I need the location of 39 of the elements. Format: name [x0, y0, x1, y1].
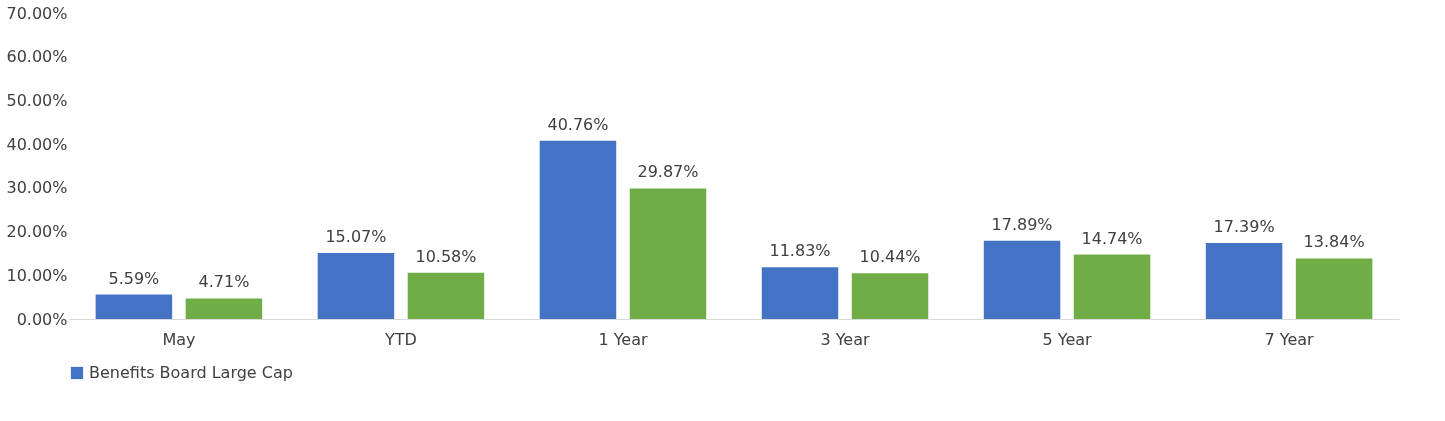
bar	[95, 294, 173, 319]
x-tick-label: May	[162, 329, 196, 349]
y-tick-label: 50.00%	[6, 90, 68, 110]
y-tick-label: 60.00%	[6, 47, 68, 67]
data-label: 4.71%	[198, 272, 250, 292]
bar	[1205, 242, 1283, 319]
data-label: 29.87%	[637, 162, 699, 182]
bar	[851, 273, 929, 319]
y-tick-label: 30.00%	[6, 178, 68, 198]
data-label: 11.83%	[769, 241, 831, 261]
bar	[317, 253, 395, 319]
x-tick-label: 5 Year	[1042, 329, 1093, 349]
bar	[629, 188, 707, 319]
y-tick-label: 20.00%	[6, 222, 68, 242]
legend-label: Benefits Board Large Cap	[89, 363, 293, 382]
data-label: 14.74%	[1081, 228, 1143, 248]
bar	[185, 298, 263, 319]
bar	[983, 240, 1061, 319]
data-label: 17.39%	[1213, 216, 1275, 236]
x-tick-label: YTD	[384, 329, 417, 349]
data-label: 10.58%	[415, 246, 477, 266]
x-tick-label: 3 Year	[820, 329, 871, 349]
x-tick-label: 1 Year	[598, 329, 648, 349]
bar	[761, 267, 839, 319]
bar	[539, 140, 617, 319]
bar	[1073, 254, 1151, 319]
data-label: 13.84%	[1303, 232, 1365, 252]
data-label: 17.89%	[991, 214, 1053, 234]
y-tick-label: 10.00%	[6, 265, 68, 285]
data-label: 10.44%	[859, 247, 921, 267]
y-tick-label: 70.00%	[6, 3, 68, 23]
y-tick-label: 0.00%	[16, 309, 68, 329]
data-label: 40.76%	[547, 114, 609, 134]
bar	[1295, 258, 1373, 319]
data-label: 15.07%	[325, 227, 387, 247]
y-tick-label: 40.00%	[6, 134, 68, 154]
bar	[407, 272, 485, 319]
x-tick-label: 7 Year	[1264, 329, 1315, 349]
data-label: 5.59%	[108, 268, 160, 288]
